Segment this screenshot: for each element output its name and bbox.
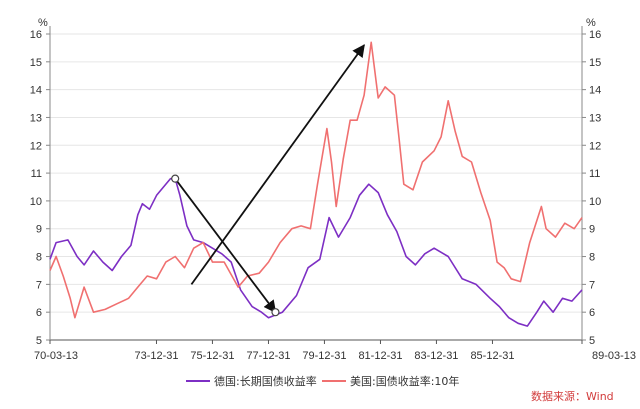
x-tick-label-2: 75-12-31 bbox=[190, 350, 234, 362]
x-tick-label-0: 70-03-13 bbox=[34, 350, 78, 362]
source-note: 数据来源：Wind bbox=[531, 389, 614, 403]
annotation-arrow-1 bbox=[190, 44, 365, 285]
x-tick-label-8: 89-03-13 bbox=[592, 350, 636, 362]
y-tick-label-left-12: 12 bbox=[30, 140, 42, 152]
y-unit-right: % bbox=[586, 17, 596, 29]
y-tick-label-right-12: 12 bbox=[589, 140, 601, 152]
x-tick-labels: 70-03-13 73-12-31 75-12-31 77-12-31 79-12-31… bbox=[34, 340, 636, 362]
y-tick-label-right-14: 14 bbox=[589, 85, 601, 97]
x-tick-label-5: 81-12-31 bbox=[358, 350, 402, 362]
y-tick-label-left-16: 16 bbox=[30, 29, 42, 41]
annotation-arrow-0 bbox=[174, 178, 277, 314]
series-line-1 bbox=[49, 41, 583, 319]
y-unit-left: % bbox=[38, 17, 48, 29]
series-line-0 bbox=[49, 177, 583, 327]
y-tick-label-left-9: 9 bbox=[36, 224, 42, 236]
x-tick-label-4: 79-12-31 bbox=[302, 350, 346, 362]
y-tick-label-right-13: 13 bbox=[589, 112, 601, 124]
y-tick-label-right-5: 5 bbox=[589, 335, 595, 347]
y-tick-label-right-7: 7 bbox=[589, 279, 595, 291]
y-tick-label-left-10: 10 bbox=[30, 196, 42, 208]
y-tick-label-left-11: 11 bbox=[31, 168, 42, 180]
y-tick-label-right-11: 11 bbox=[589, 168, 600, 180]
x-tick-label-3: 77-12-31 bbox=[246, 350, 290, 362]
y-tick-label-left-14: 14 bbox=[30, 85, 42, 97]
y-tick-label-left-8: 8 bbox=[36, 252, 42, 264]
y-tick-label-left-15: 15 bbox=[30, 57, 42, 69]
legend-label-germany: 德国:长期国债收益率 bbox=[214, 374, 317, 388]
annotation-point-end bbox=[271, 308, 280, 317]
y-tick-label-right-16: 16 bbox=[589, 29, 601, 41]
x-tick-label-6: 83-12-31 bbox=[414, 350, 458, 362]
grid-lines bbox=[50, 33, 582, 341]
y-tick-label-left-5: 5 bbox=[36, 335, 42, 347]
y-tick-labels-right: 5 6 7 8 9 10 11 12 13 14 15 16 bbox=[582, 29, 601, 347]
x-tick-label-1: 73-12-31 bbox=[134, 350, 178, 362]
y-tick-label-right-9: 9 bbox=[589, 224, 595, 236]
y-tick-label-right-6: 6 bbox=[589, 307, 595, 319]
legend-label-us: 美国:国债收益率:10年 bbox=[350, 374, 459, 388]
y-tick-label-left-6: 6 bbox=[36, 307, 42, 319]
x-tick-label-7: 85-12-31 bbox=[470, 350, 514, 362]
legend: 德国:长期国债收益率 美国:国债收益率:10年 bbox=[186, 374, 459, 388]
y-tick-label-left-13: 13 bbox=[30, 112, 42, 124]
y-tick-labels-left: 5 6 7 8 9 10 11 12 13 14 15 16 bbox=[30, 29, 50, 347]
y-tick-label-right-10: 10 bbox=[589, 196, 601, 208]
annotation-point-start bbox=[171, 174, 180, 183]
annotations bbox=[171, 44, 365, 317]
y-tick-label-right-15: 15 bbox=[589, 57, 601, 69]
series-lines bbox=[49, 41, 583, 327]
y-tick-label-left-7: 7 bbox=[36, 279, 42, 291]
y-tick-label-right-8: 8 bbox=[589, 252, 595, 264]
